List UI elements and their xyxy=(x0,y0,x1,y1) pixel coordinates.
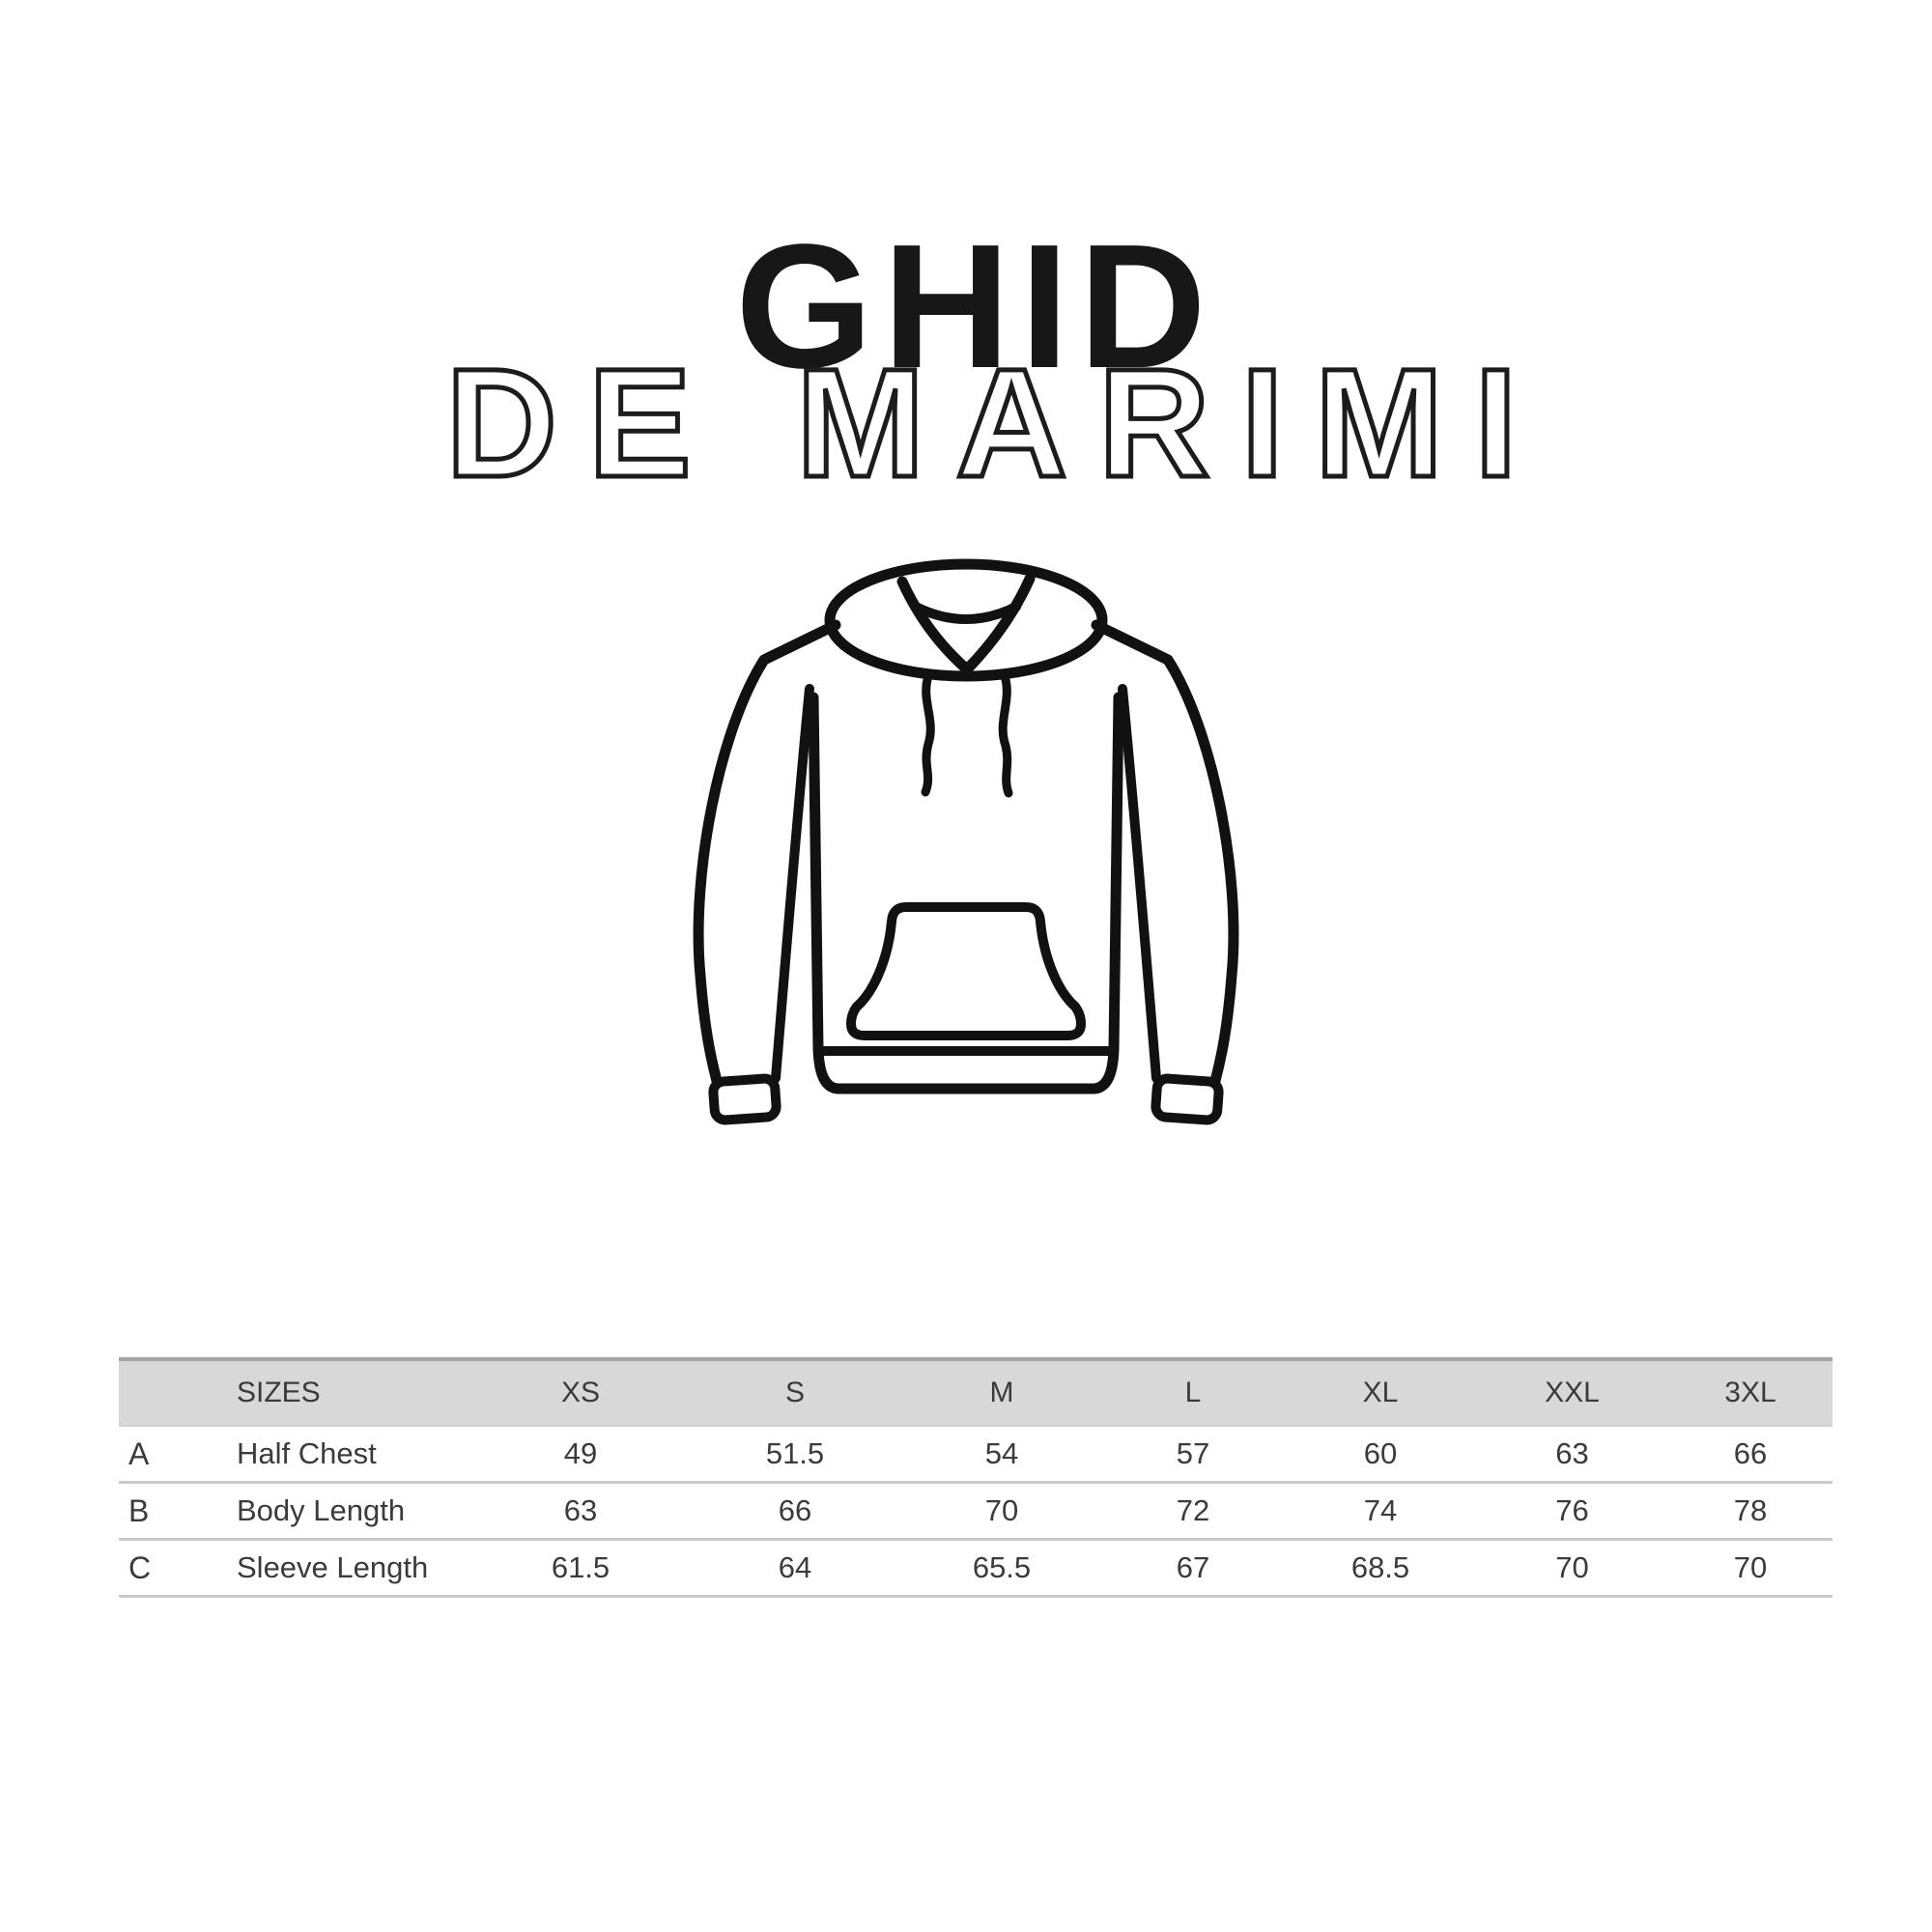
header-size-m: M xyxy=(902,1357,1101,1427)
table-row: C Sleeve Length 61.5 64 65.5 67 68.5 70 … xyxy=(119,1539,1833,1598)
page-subtitle: DE MARIMI xyxy=(443,336,1548,509)
cell-value: 76 xyxy=(1476,1482,1668,1541)
row-letter: C xyxy=(119,1539,230,1598)
header-size-s: S xyxy=(688,1357,902,1427)
row-label: Body Length xyxy=(230,1482,473,1541)
page-title: GHID xyxy=(735,207,1216,405)
table-row: A Half Chest 49 51.5 54 57 60 63 66 xyxy=(119,1426,1833,1484)
cell-value: 51.5 xyxy=(688,1426,902,1484)
cell-value: 68.5 xyxy=(1285,1539,1476,1598)
cell-value: 66 xyxy=(1668,1426,1833,1484)
cell-value: 67 xyxy=(1101,1539,1285,1598)
cell-value: 70 xyxy=(1476,1539,1668,1598)
header-sizes: SIZES xyxy=(230,1357,473,1427)
hoodie-icon xyxy=(693,558,1239,1125)
cell-value: 70 xyxy=(902,1482,1101,1541)
cell-value: 54 xyxy=(902,1426,1101,1484)
row-letter: A xyxy=(119,1426,230,1484)
cell-value: 57 xyxy=(1101,1426,1285,1484)
cell-value: 61.5 xyxy=(473,1539,688,1598)
header-size-xxl: XXL xyxy=(1476,1357,1668,1427)
cell-value: 66 xyxy=(688,1482,902,1541)
size-chart-table: SIZES XS S M L XL XXL 3XL A Half Chest 4… xyxy=(119,1357,1833,1598)
header-size-3xl: 3XL xyxy=(1668,1357,1833,1427)
cell-value: 78 xyxy=(1668,1482,1833,1541)
table-header-row: SIZES XS S M L XL XXL 3XL xyxy=(119,1357,1833,1427)
row-label: Sleeve Length xyxy=(230,1539,473,1598)
cell-value: 63 xyxy=(1476,1426,1668,1484)
cell-value: 70 xyxy=(1668,1539,1833,1598)
header-size-xl: XL xyxy=(1285,1357,1476,1427)
cell-value: 74 xyxy=(1285,1482,1476,1541)
row-letter: B xyxy=(119,1482,230,1541)
cell-value: 72 xyxy=(1101,1482,1285,1541)
cell-value: 65.5 xyxy=(902,1539,1101,1598)
hoodie-illustration xyxy=(691,551,1241,1150)
header-size-xs: XS xyxy=(473,1357,688,1427)
table-row: B Body Length 63 66 70 72 74 76 78 xyxy=(119,1482,1833,1541)
cell-value: 49 xyxy=(473,1426,688,1484)
cell-value: 60 xyxy=(1285,1426,1476,1484)
header-size-l: L xyxy=(1101,1357,1285,1427)
header-letter-spacer xyxy=(119,1357,230,1427)
row-label: Half Chest xyxy=(230,1426,473,1484)
cell-value: 63 xyxy=(473,1482,688,1541)
cell-value: 64 xyxy=(688,1539,902,1598)
